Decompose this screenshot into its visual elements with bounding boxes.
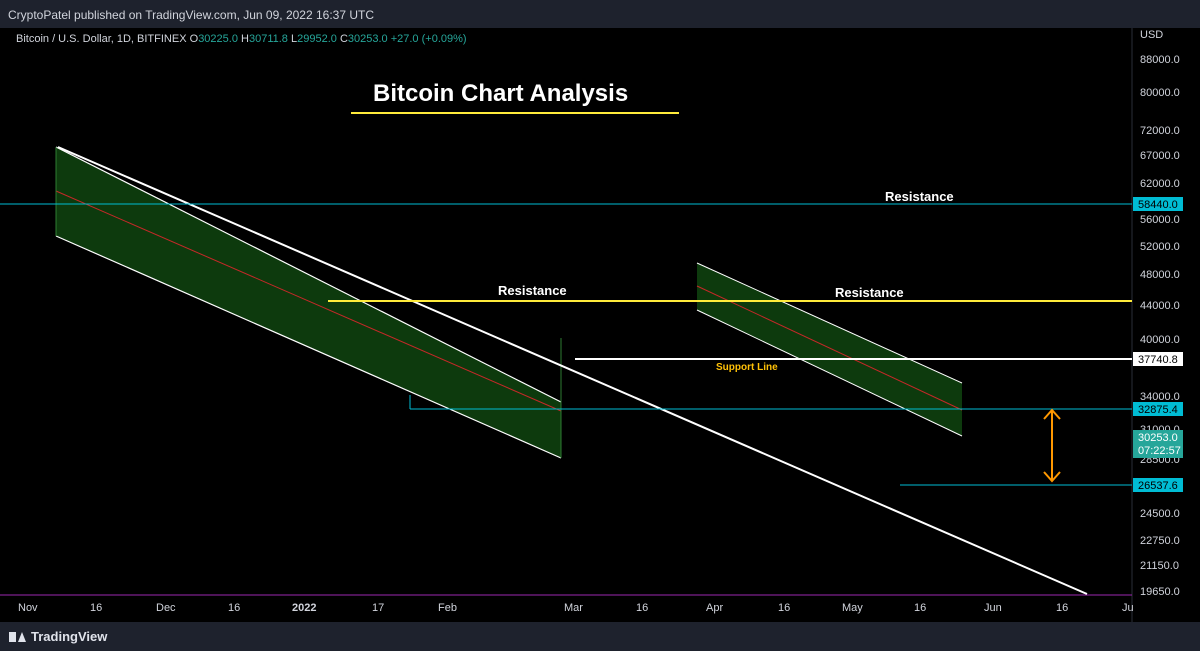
chart-frame bbox=[0, 28, 1200, 622]
price-tick: 34000.0 bbox=[1140, 391, 1180, 403]
tradingview-logo[interactable]: TradingView bbox=[9, 629, 107, 644]
close-value: 30253.0 bbox=[347, 33, 388, 45]
close-label: C bbox=[339, 33, 348, 45]
low-value: 29952.0 bbox=[297, 33, 337, 45]
time-tick: 16 bbox=[914, 602, 926, 614]
price-labels: 58440.0 37740.8 32875.4 26537.6 30253.007:22… bbox=[1133, 197, 1183, 492]
price-tick: 52000.0 bbox=[1140, 241, 1180, 253]
time-tick: 16 bbox=[636, 602, 648, 614]
price-label: 58440.0 bbox=[1138, 199, 1178, 211]
open-label: O bbox=[189, 33, 199, 45]
price-tick: 72000.0 bbox=[1140, 125, 1180, 137]
time-tick: 17 bbox=[372, 602, 384, 614]
price-tick: 56000.0 bbox=[1140, 214, 1180, 226]
countdown: 07:22:57 bbox=[1138, 445, 1181, 457]
price-tick: 80000.0 bbox=[1140, 87, 1180, 99]
time-tick: Jun bbox=[984, 602, 1002, 614]
annotation-resistance-top: Resistance bbox=[885, 189, 954, 204]
price-label-box bbox=[1133, 402, 1183, 416]
time-axis: Nov 16 Dec 16 2022 17 Feb Mar 16 Apr 16 May 16 Jun 16 J… bbox=[18, 602, 1134, 614]
price-tick: 40000.0 bbox=[1140, 334, 1180, 346]
time-tick: 16 bbox=[90, 602, 102, 614]
publish-bar: CryptoPatel published on TradingView.com… bbox=[0, 0, 1200, 28]
annotation-resistance-left: Resistance bbox=[498, 283, 567, 298]
price-tick: 88000.0 bbox=[1140, 54, 1180, 66]
time-tick: Dec bbox=[156, 602, 176, 614]
descending-channel-2 bbox=[697, 263, 962, 436]
time-tick: 16 bbox=[228, 602, 240, 614]
price-label-box bbox=[1133, 197, 1183, 211]
price-label: 26537.6 bbox=[1138, 480, 1178, 492]
publish-info: CryptoPatel published on TradingView.com… bbox=[8, 8, 374, 22]
annotation-resistance-right: Resistance bbox=[835, 285, 904, 300]
price-tick: 67000.0 bbox=[1140, 150, 1180, 162]
range-arrow bbox=[1043, 408, 1061, 483]
channel-1-lower bbox=[55, 235, 562, 459]
high-value: 30711.8 bbox=[248, 33, 288, 45]
price-axis: USD 88000.0 80000.0 72000.0 67000.0 62000.0 56… bbox=[1140, 29, 1180, 598]
channel-1-upper bbox=[55, 146, 562, 403]
time-tick: Nov bbox=[18, 602, 38, 614]
time-tick: Ju bbox=[1122, 602, 1134, 614]
descending-channel-1 bbox=[56, 147, 561, 458]
time-tick: 16 bbox=[1056, 602, 1068, 614]
current-price: 30253.0 bbox=[1138, 432, 1178, 444]
price-tick: 24500.0 bbox=[1140, 508, 1180, 520]
channel-2-mid bbox=[696, 285, 963, 411]
channel-1-mid bbox=[55, 190, 562, 412]
price-tick: 48000.0 bbox=[1140, 269, 1180, 281]
current-price-box bbox=[1133, 430, 1183, 458]
price-label: 37740.8 bbox=[1138, 354, 1178, 366]
symbol-name: Bitcoin / U.S. Dollar, 1D, BITFINEX bbox=[16, 33, 187, 45]
footer-bar: TradingView bbox=[0, 622, 1200, 651]
price-tick: 21150.0 bbox=[1140, 560, 1179, 572]
time-tick: Feb bbox=[438, 602, 457, 614]
price-chart[interactable]: Bitcoin Chart Analysis Resistance Resist… bbox=[0, 28, 1200, 622]
price-tick: 22750.0 bbox=[1140, 535, 1180, 547]
price-label: 32875.4 bbox=[1138, 404, 1178, 416]
time-tick: Apr bbox=[706, 602, 723, 614]
time-tick: 2022 bbox=[292, 602, 316, 614]
channel-2-lower bbox=[696, 309, 963, 437]
annotation-support-line: Support Line bbox=[716, 362, 778, 373]
time-tick: 16 bbox=[778, 602, 790, 614]
symbol-legend[interactable]: Bitcoin / U.S. Dollar, 1D, BITFINEX O302… bbox=[16, 33, 467, 45]
brand-name: TradingView bbox=[31, 629, 108, 644]
low-label: L bbox=[290, 33, 298, 45]
chart-title: Bitcoin Chart Analysis bbox=[373, 80, 628, 107]
open-value: 30225.0 bbox=[198, 33, 238, 45]
time-tick: May bbox=[842, 602, 863, 614]
time-tick: Mar bbox=[564, 602, 583, 614]
tradingview-icon bbox=[9, 631, 26, 642]
high-label: H bbox=[241, 33, 249, 45]
channel-2-upper bbox=[696, 262, 963, 384]
price-tick: 62000.0 bbox=[1140, 178, 1180, 190]
change-value: +27.0 (+0.09%) bbox=[390, 33, 467, 45]
price-label-box bbox=[1133, 478, 1183, 492]
price-label-box bbox=[1133, 352, 1183, 366]
price-tick: 44000.0 bbox=[1140, 300, 1180, 312]
price-tick: 19650.0 bbox=[1140, 586, 1180, 598]
currency-label: USD bbox=[1140, 29, 1163, 41]
long-trendline bbox=[57, 146, 1088, 595]
